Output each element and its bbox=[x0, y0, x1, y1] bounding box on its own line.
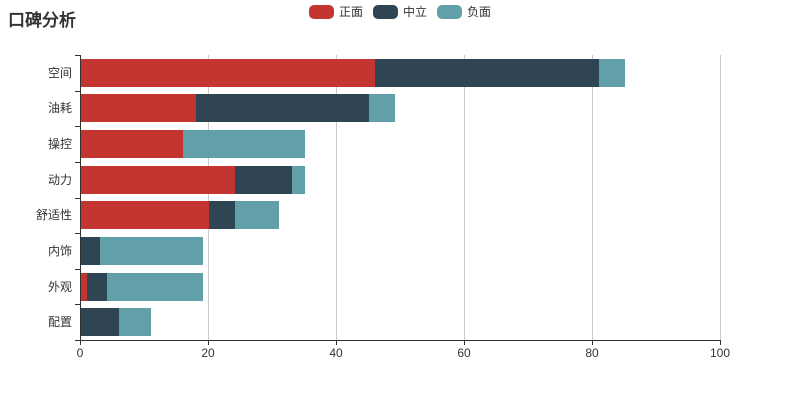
bar-segment-正面-油耗[interactable] bbox=[81, 94, 197, 123]
x-gridline bbox=[208, 55, 209, 340]
bar-segment-负面-内饰[interactable] bbox=[100, 236, 203, 265]
y-axis-category-label: 配置 bbox=[47, 315, 72, 330]
y-axis-category-label: 油耗 bbox=[47, 101, 72, 116]
y-axis-tick bbox=[75, 233, 80, 235]
x-axis-tick-label: 20 bbox=[201, 346, 215, 360]
x-axis-tick-label: 0 bbox=[76, 346, 84, 360]
x-axis-tick bbox=[464, 340, 465, 345]
bar-segment-正面-动力[interactable] bbox=[81, 165, 235, 194]
y-axis-tick bbox=[75, 340, 80, 341]
bar-segment-中立-动力[interactable] bbox=[234, 165, 293, 194]
bar-segment-负面-油耗[interactable] bbox=[369, 94, 395, 123]
y-axis-tick bbox=[75, 304, 80, 306]
x-axis-tick bbox=[80, 340, 81, 345]
x-axis-line bbox=[80, 340, 721, 341]
y-axis-category-label: 内饰 bbox=[47, 243, 72, 258]
bar-segment-负面-操控[interactable] bbox=[183, 130, 305, 159]
bar-segment-正面-舒适性[interactable] bbox=[81, 201, 209, 230]
legend-item-中立[interactable]: 中立 bbox=[372, 5, 427, 19]
y-axis-line bbox=[80, 55, 81, 340]
y-axis-tick bbox=[75, 55, 80, 56]
bar-segment-中立-舒适性[interactable] bbox=[209, 201, 235, 230]
bar-segment-负面-动力[interactable] bbox=[292, 165, 305, 194]
bar-segment-中立-外观[interactable] bbox=[87, 272, 107, 301]
y-axis-category-label: 动力 bbox=[47, 172, 72, 187]
x-axis-tick-label: 60 bbox=[457, 346, 471, 360]
y-axis-tick bbox=[75, 268, 80, 270]
x-axis-tick bbox=[720, 340, 721, 345]
x-axis-tick bbox=[208, 340, 209, 345]
legend-label: 负面 bbox=[467, 5, 492, 19]
y-axis-tick bbox=[75, 126, 80, 128]
bar-segment-正面-外观[interactable] bbox=[81, 272, 88, 301]
bar-segment-中立-空间[interactable] bbox=[375, 58, 600, 87]
x-gridline bbox=[720, 55, 721, 340]
y-axis-category-label: 空间 bbox=[47, 65, 72, 80]
x-axis-tick-label: 80 bbox=[585, 346, 599, 360]
x-axis-tick bbox=[336, 340, 337, 345]
bar-segment-负面-配置[interactable] bbox=[119, 308, 152, 337]
bar-segment-中立-油耗[interactable] bbox=[196, 94, 369, 123]
x-axis-tick bbox=[592, 340, 593, 345]
legend-label: 正面 bbox=[338, 5, 363, 19]
legend-swatch bbox=[437, 5, 462, 19]
x-axis-tick-label: 100 bbox=[709, 346, 731, 360]
bar-segment-负面-外观[interactable] bbox=[106, 272, 203, 301]
x-gridline bbox=[336, 55, 337, 340]
chart-title: 口碑分析 bbox=[8, 11, 76, 30]
y-axis-category-label: 舒适性 bbox=[35, 208, 72, 223]
legend-swatch bbox=[308, 5, 334, 19]
x-gridline bbox=[592, 55, 593, 340]
x-axis-tick-label: 40 bbox=[329, 346, 343, 360]
y-axis-category-label: 操控 bbox=[47, 137, 72, 152]
legend-item-负面[interactable]: 负面 bbox=[437, 5, 491, 19]
legend-swatch bbox=[372, 5, 398, 19]
legend: 正面 中立 负面 bbox=[0, 5, 800, 19]
bar-segment-正面-空间[interactable] bbox=[81, 58, 376, 87]
bar-segment-负面-舒适性[interactable] bbox=[234, 201, 280, 230]
y-axis-category-label: 外观 bbox=[47, 279, 72, 294]
legend-label: 中立 bbox=[402, 5, 427, 19]
bar-segment-正面-操控[interactable] bbox=[81, 130, 184, 159]
bar-segment-中立-内饰[interactable] bbox=[81, 236, 101, 265]
y-axis-tick bbox=[75, 161, 80, 163]
y-axis-tick bbox=[75, 197, 80, 199]
legend-item-正面[interactable]: 正面 bbox=[308, 5, 363, 19]
bar-segment-中立-配置[interactable] bbox=[81, 308, 120, 337]
bar-segment-负面-空间[interactable] bbox=[599, 58, 625, 87]
x-gridline bbox=[464, 55, 465, 340]
y-axis-tick bbox=[75, 90, 80, 92]
